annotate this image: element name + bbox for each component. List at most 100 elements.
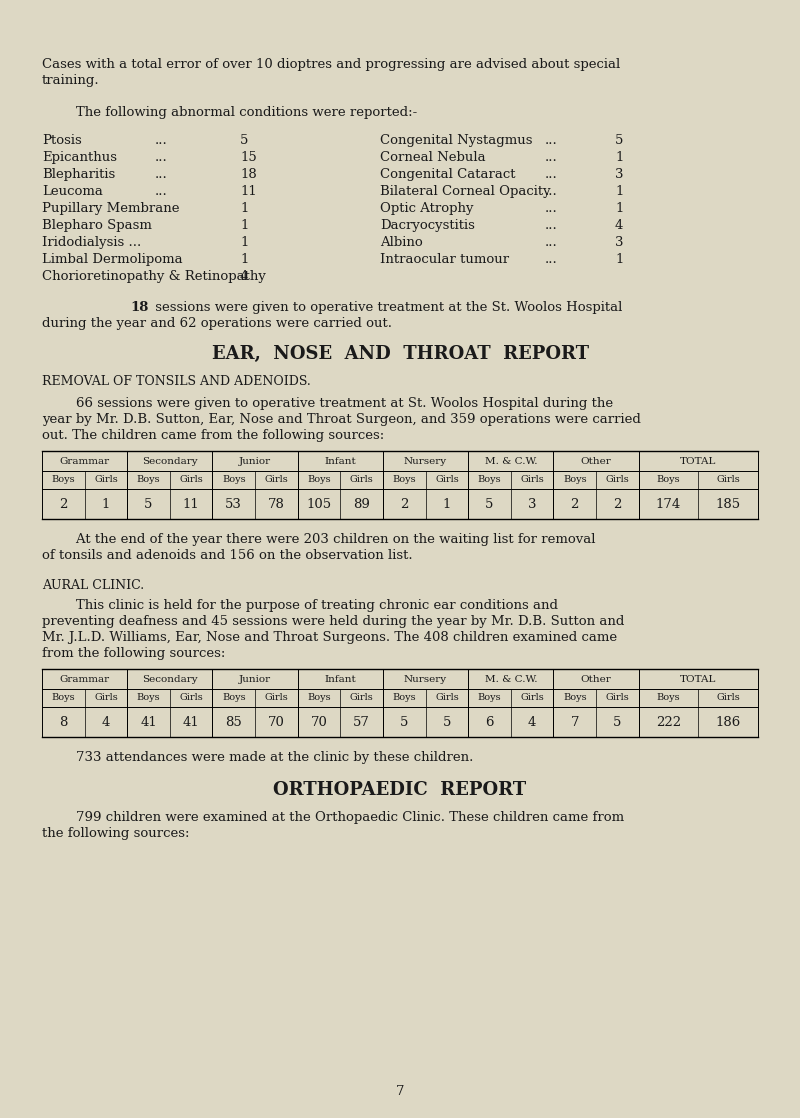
Text: Girls: Girls	[350, 693, 374, 702]
Text: 799 children were examined at the Orthopaedic Clinic. These children came from: 799 children were examined at the Orthop…	[42, 811, 624, 824]
Text: year by Mr. D.B. Sutton, Ear, Nose and Throat Surgeon, and 359 operations were c: year by Mr. D.B. Sutton, Ear, Nose and T…	[42, 413, 641, 426]
Text: Congenital Nystagmus: Congenital Nystagmus	[380, 134, 533, 146]
Text: 1: 1	[615, 151, 623, 164]
Text: 2: 2	[59, 498, 67, 511]
Text: Boys: Boys	[51, 475, 75, 484]
Text: 5: 5	[240, 134, 248, 146]
Text: Junior: Junior	[239, 674, 271, 683]
Text: Pupillary Membrane: Pupillary Membrane	[42, 202, 179, 215]
Text: 5: 5	[144, 498, 153, 511]
Text: Girls: Girls	[716, 693, 740, 702]
Text: 11: 11	[240, 184, 257, 198]
Text: Congenital Cataract: Congenital Cataract	[380, 168, 515, 181]
Text: AURAL CLINIC.: AURAL CLINIC.	[42, 579, 144, 593]
Text: Girls: Girls	[435, 475, 458, 484]
Text: ...: ...	[545, 134, 558, 146]
Text: 5: 5	[442, 716, 451, 729]
Text: 3: 3	[528, 498, 536, 511]
Text: Boys: Boys	[563, 693, 586, 702]
Text: Blepharo Spasm: Blepharo Spasm	[42, 219, 152, 233]
Text: Boys: Boys	[393, 475, 416, 484]
Text: Girls: Girls	[520, 475, 544, 484]
Text: 4: 4	[615, 219, 623, 233]
Text: Girls: Girls	[265, 475, 288, 484]
Text: 7: 7	[570, 716, 579, 729]
Text: M. & C.W.: M. & C.W.	[485, 674, 537, 683]
Text: Girls: Girls	[435, 693, 458, 702]
Text: 85: 85	[226, 716, 242, 729]
Text: 185: 185	[716, 498, 741, 511]
Text: TOTAL: TOTAL	[680, 674, 717, 683]
Text: Girls: Girls	[94, 475, 118, 484]
Text: Junior: Junior	[239, 456, 271, 465]
Text: 7: 7	[396, 1084, 404, 1098]
Text: M. & C.W.: M. & C.W.	[485, 456, 537, 465]
Text: Boys: Boys	[657, 475, 680, 484]
Text: 1: 1	[240, 253, 248, 266]
Text: 1: 1	[240, 219, 248, 233]
Text: Ptosis: Ptosis	[42, 134, 82, 146]
Text: Secondary: Secondary	[142, 674, 198, 683]
Text: REMOVAL OF TONSILS AND ADENOIDS.: REMOVAL OF TONSILS AND ADENOIDS.	[42, 375, 310, 388]
Text: Mr. J.L.D. Williams, Ear, Nose and Throat Surgeons. The 408 children examined ca: Mr. J.L.D. Williams, Ear, Nose and Throa…	[42, 631, 617, 644]
Text: Girls: Girls	[94, 693, 118, 702]
Text: EAR,  NOSE  AND  THROAT  REPORT: EAR, NOSE AND THROAT REPORT	[211, 345, 589, 363]
Text: Boys: Boys	[222, 475, 246, 484]
Text: Girls: Girls	[606, 475, 630, 484]
Text: 1: 1	[442, 498, 451, 511]
Text: 57: 57	[354, 716, 370, 729]
Text: Girls: Girls	[350, 475, 374, 484]
Text: Boys: Boys	[137, 475, 160, 484]
Text: Boys: Boys	[478, 693, 502, 702]
Text: ...: ...	[155, 134, 168, 146]
Text: 8: 8	[59, 716, 67, 729]
Text: 70: 70	[268, 716, 285, 729]
Text: Leucoma: Leucoma	[42, 184, 103, 198]
Text: This clinic is held for the purpose of treating chronic ear conditions and: This clinic is held for the purpose of t…	[42, 599, 558, 612]
Text: 15: 15	[240, 151, 257, 164]
Text: 18: 18	[240, 168, 257, 181]
Text: 174: 174	[656, 498, 681, 511]
Text: 5: 5	[615, 134, 623, 146]
Text: Chorioretinopathy & Retinopathy: Chorioretinopathy & Retinopathy	[42, 271, 266, 283]
Text: 5: 5	[400, 716, 409, 729]
Text: 3: 3	[615, 168, 623, 181]
Text: Girls: Girls	[265, 693, 288, 702]
Text: 733 attendances were made at the clinic by these children.: 733 attendances were made at the clinic …	[42, 751, 474, 764]
Text: 3: 3	[615, 236, 623, 249]
Text: 4: 4	[240, 271, 248, 283]
Text: Infant: Infant	[325, 674, 356, 683]
Text: 89: 89	[354, 498, 370, 511]
Text: 1: 1	[615, 184, 623, 198]
Text: Corneal Nebula: Corneal Nebula	[380, 151, 486, 164]
Text: Cases with a total error of over 10 dioptres and progressing are advised about s: Cases with a total error of over 10 diop…	[42, 58, 620, 72]
Text: Boys: Boys	[51, 693, 75, 702]
Text: ORTHOPAEDIC  REPORT: ORTHOPAEDIC REPORT	[274, 781, 526, 799]
Text: 70: 70	[310, 716, 327, 729]
Text: 78: 78	[268, 498, 285, 511]
Text: Boys: Boys	[657, 693, 680, 702]
Text: 18: 18	[130, 301, 148, 314]
Text: Nursery: Nursery	[404, 456, 447, 465]
Text: from the following sources:: from the following sources:	[42, 647, 226, 660]
Text: 4: 4	[102, 716, 110, 729]
Text: 1: 1	[615, 253, 623, 266]
Text: 1: 1	[615, 202, 623, 215]
Text: 186: 186	[715, 716, 741, 729]
Text: Boys: Boys	[222, 693, 246, 702]
Text: ...: ...	[545, 236, 558, 249]
Text: Boys: Boys	[307, 475, 331, 484]
Text: Limbal Dermolipoma: Limbal Dermolipoma	[42, 253, 182, 266]
Text: Blepharitis: Blepharitis	[42, 168, 115, 181]
Text: ...: ...	[545, 184, 558, 198]
Text: Other: Other	[581, 456, 611, 465]
Text: Girls: Girls	[179, 475, 203, 484]
Text: The following abnormal conditions were reported:-: The following abnormal conditions were r…	[42, 106, 418, 119]
Text: ...: ...	[545, 202, 558, 215]
Text: training.: training.	[42, 74, 100, 87]
Text: Boys: Boys	[307, 693, 331, 702]
Text: ...: ...	[545, 168, 558, 181]
Text: 222: 222	[656, 716, 681, 729]
Text: 5: 5	[613, 716, 622, 729]
Text: Infant: Infant	[325, 456, 356, 465]
